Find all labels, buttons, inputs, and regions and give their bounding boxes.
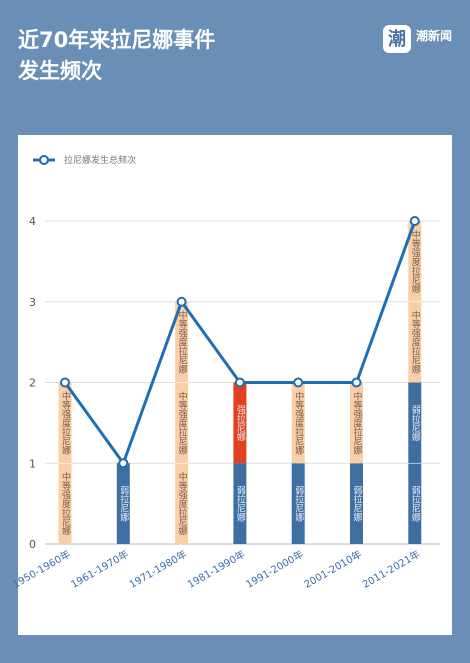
chart-title: 近70年来拉尼娜事件 <box>18 28 215 52</box>
logo-icon <box>383 25 411 53</box>
line-point <box>293 377 304 388</box>
bar-segment <box>350 382 363 464</box>
bar-segment <box>233 382 247 464</box>
logo-char: 潮 <box>388 29 406 50</box>
legend-label: 拉尼娜发生总频次 <box>64 154 136 166</box>
bar-segment <box>175 301 189 544</box>
bar-label: 弱拉尼娜 <box>410 405 421 442</box>
y-tick-label: 0 <box>29 538 36 551</box>
bar-label: 弱拉尼娜 <box>352 486 363 523</box>
bar-label: 中等强度拉尼娜 <box>410 310 421 375</box>
bar-segment <box>350 463 363 544</box>
bar-label: 中等强度拉尼娜 <box>410 229 421 294</box>
bar-label: 中等强度拉尼娜 <box>177 471 188 536</box>
bar-label: 弱拉尼娜 <box>118 486 129 523</box>
bar-label: 弱拉尼娜 <box>293 486 304 523</box>
line-point <box>60 377 70 388</box>
line-point <box>176 296 187 307</box>
legend-marker <box>39 155 49 165</box>
bar-label: 中等强度拉尼娜 <box>352 390 363 455</box>
bar-label: 强拉尼娜 <box>235 405 246 442</box>
bar-label: 中等强度拉尼娜 <box>60 471 71 536</box>
bar-label: 弱拉尼娜 <box>235 486 246 523</box>
line-point <box>351 377 362 388</box>
bar-label: 中等强度拉尼娜 <box>293 390 304 455</box>
brand: 潮新闻 <box>416 28 452 43</box>
bar-label: 中等强度拉尼娜 <box>60 390 71 455</box>
bar-segment <box>233 463 247 544</box>
y-tick-label: 4 <box>29 215 36 228</box>
bar-label: 弱拉尼娜 <box>410 486 421 523</box>
y-tick-label: 3 <box>29 296 36 309</box>
bar-segment <box>291 463 305 544</box>
y-tick-label: 2 <box>29 377 36 390</box>
y-tick-label: 1 <box>29 457 36 470</box>
chart-title: 发生频次 <box>17 59 102 83</box>
bar-label: 中等强度拉尼娜 <box>177 310 188 375</box>
line-point <box>409 216 420 226</box>
line-point <box>118 458 129 469</box>
bar-segment <box>116 463 130 544</box>
line-point <box>234 377 245 388</box>
bar-segment <box>291 382 305 464</box>
bar-label: 中等强度拉尼娜 <box>177 390 188 455</box>
